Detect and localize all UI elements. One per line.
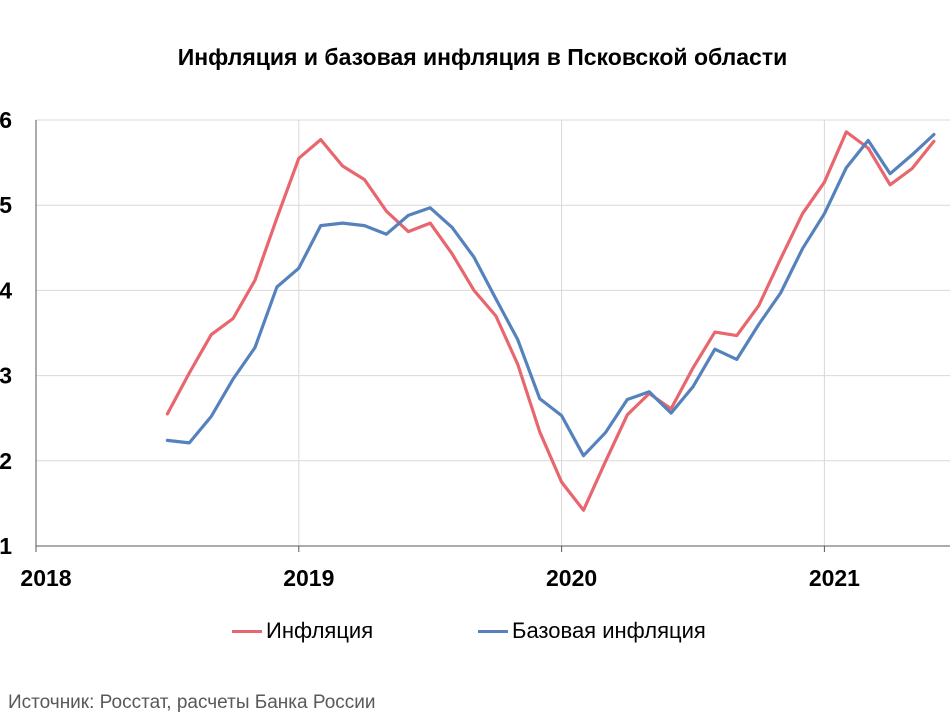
x-tick-label: 2020 (546, 565, 597, 591)
series-lines (165, 130, 936, 512)
x-tick-label: 2018 (20, 565, 71, 591)
legend-item: Базовая инфляция (478, 618, 706, 644)
x-tick-label: 2021 (809, 565, 860, 591)
legend-swatch (232, 629, 262, 633)
legend: Инфляция Базовая инфляция (0, 618, 950, 652)
y-tick-label: 4 (0, 277, 12, 303)
series-line-inflation (165, 130, 936, 512)
tick-labels: 1 2 3 4 5 6 2018 2019 2020 2021 (0, 107, 860, 591)
y-tick-label: 3 (0, 363, 12, 389)
axes (35, 120, 950, 552)
legend-swatch (478, 629, 508, 633)
legend-item: Инфляция (232, 618, 373, 644)
y-tick-label: 6 (0, 107, 12, 133)
series-line-core-inflation (165, 132, 936, 458)
y-tick-label: 1 (0, 533, 12, 559)
legend-label: Инфляция (266, 618, 374, 643)
x-tick-label: 2019 (283, 565, 334, 591)
source-note: Источник: Росстат, расчеты Банка России (8, 692, 376, 713)
gridlines (36, 119, 950, 546)
y-tick-label: 5 (0, 192, 12, 218)
y-tick-label: 2 (0, 448, 12, 474)
chart-title: Инфляция и базовая инфляция в Псковской … (177, 44, 788, 70)
legend-label: Базовая инфляция (512, 618, 706, 643)
